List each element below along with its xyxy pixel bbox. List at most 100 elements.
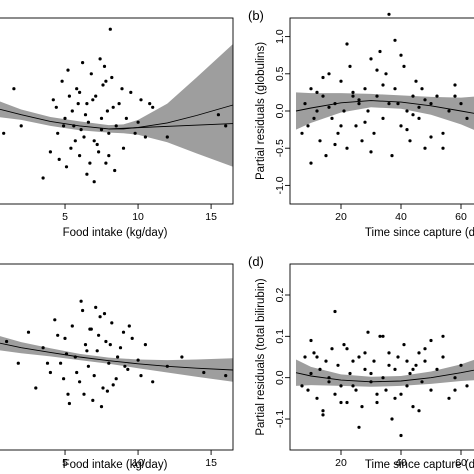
panel-a-data-point: [148, 102, 152, 106]
panel-d-data-point: [429, 338, 433, 343]
panel-d-y-axis-label: Partial residuals (total bilirubin): [255, 278, 267, 435]
panel-c-data-point: [78, 380, 82, 384]
panel-b: 20 40 60 1.0 0.5 0.0 -0.5 -1.0 Time since capt…: [248, 8, 474, 239]
panel-b-data-point: [399, 124, 403, 128]
panel-b-points-group: [300, 12, 469, 165]
panel-c-x-axis-label: Food intake (kg/day): [63, 459, 168, 471]
panel-c-data-point: [66, 392, 70, 396]
panel-a-data-point: [89, 72, 93, 76]
panel-c-data-point: [53, 318, 57, 322]
panel-b-y-tick-label: -1.0: [274, 176, 286, 194]
panel-a-data-point: [75, 87, 79, 91]
panel-d-data-point: [303, 355, 307, 359]
panel-c-x-tick-label: 10: [132, 457, 144, 469]
panel-d-data-point: [402, 343, 406, 347]
panel-c-data-point: [127, 324, 131, 328]
panel-a-data-point: [92, 180, 96, 184]
panel-a-data-point: [51, 98, 55, 102]
panel-d-data-point: [351, 359, 355, 363]
panel-d-data-point: [363, 351, 367, 355]
panel-d-data-point: [315, 355, 319, 359]
panel-c-data-point: [123, 364, 127, 368]
panel-c-frame: [0, 263, 234, 451]
panel-b-data-point: [363, 120, 367, 124]
panel-b-data-point: [360, 139, 364, 143]
panel-b-data-point: [381, 116, 385, 120]
panel-b-data-point: [417, 116, 421, 120]
panel-a-data-point: [85, 102, 89, 106]
panel-a-data-point: [136, 120, 140, 124]
panel-b-data-point: [411, 113, 415, 117]
panel-a-data-point: [19, 124, 23, 128]
panel-d-data-point: [339, 384, 343, 388]
panel-b-data-point: [441, 131, 445, 135]
panel-b-data-point: [411, 94, 415, 98]
panel-c-data-point: [75, 370, 79, 375]
panel-a-data-point: [107, 154, 111, 158]
panel-b-data-point: [420, 87, 424, 91]
panel-b-data-point: [303, 102, 307, 106]
panel-d-data-point: [369, 371, 373, 376]
panel-b-data-point: [396, 102, 400, 106]
panel-a-data-point: [76, 102, 80, 106]
panel-c-data-point: [92, 374, 96, 378]
panel-a-data-point: [94, 94, 98, 98]
panel-d-data-point: [405, 384, 409, 388]
panel-c-data-point: [83, 343, 88, 347]
panel-c-data-point: [98, 315, 102, 319]
panel-c-data-point: [94, 305, 98, 309]
panel-c: 5 10 15 Food intake (kg/day): [0, 263, 234, 471]
panel-c-confidence-band-group: [0, 336, 233, 382]
panel-c-data-point: [48, 370, 53, 375]
panel-b-data-point: [390, 154, 394, 158]
panel-c-data-point: [41, 346, 45, 350]
panel-b-data-point: [414, 79, 418, 83]
panel-b-data-point: [381, 83, 385, 87]
panel-a-data-point: [114, 124, 118, 128]
panel-d-data-point: [390, 417, 394, 421]
panel-a-confidence-band: [0, 44, 233, 167]
panel-b-data-point: [351, 94, 355, 98]
panel-a-data-point: [121, 146, 126, 150]
panel-b-data-point: [342, 109, 346, 113]
panel-d-y-tick-label: 0.1: [274, 329, 286, 344]
panel-d-data-point: [309, 371, 313, 376]
panel-b-data-point: [354, 124, 358, 128]
panel-d-data-point: [459, 363, 463, 367]
panel-a-data-point: [95, 142, 99, 147]
panel-d-data-point: [399, 392, 403, 396]
panel-b-data-point: [405, 128, 409, 132]
panel-c-data-point: [118, 346, 123, 350]
panel-a-data-point: [108, 27, 112, 31]
panel-d-data-point: [363, 367, 367, 371]
panel-b-data-point: [417, 105, 421, 109]
panel-b-data-point: [393, 87, 397, 91]
panel-a-data-point: [69, 146, 73, 150]
panel-a-data-point: [139, 98, 143, 102]
panel-d-data-point: [411, 405, 415, 409]
panel-d-data-point: [342, 343, 346, 347]
panel-b-confidence-band-group: [296, 92, 474, 130]
panel-d-data-point: [351, 384, 355, 388]
panel-d-data-point: [324, 359, 328, 363]
panel-a-data-point: [48, 150, 53, 154]
panel-c-data-point: [26, 330, 31, 334]
panel-a-data-point: [101, 83, 105, 87]
panel-d-confidence-band-group: [296, 359, 474, 387]
panel-c-data-point: [56, 333, 60, 337]
panel-a-data-point: [104, 161, 108, 165]
panel-d-data-point: [387, 363, 391, 367]
panel-c-data-point: [59, 361, 63, 365]
panel-c-data-point: [97, 333, 101, 337]
panel-b-data-point: [378, 49, 382, 54]
panel-c-data-point: [5, 339, 9, 344]
panel-b-confidence-band: [296, 92, 474, 130]
panel-a-data-point: [85, 172, 89, 176]
panel-b-data-point: [327, 72, 331, 76]
panel-d-y-tick-label: 0.2: [274, 288, 286, 303]
panel-c-data-point: [126, 367, 130, 371]
panel-b-letter: (b): [248, 8, 264, 23]
panel-b-x-tick-label: 20: [335, 211, 347, 223]
panel-c-data-point: [114, 377, 118, 381]
panel-b-data-point: [459, 102, 463, 106]
